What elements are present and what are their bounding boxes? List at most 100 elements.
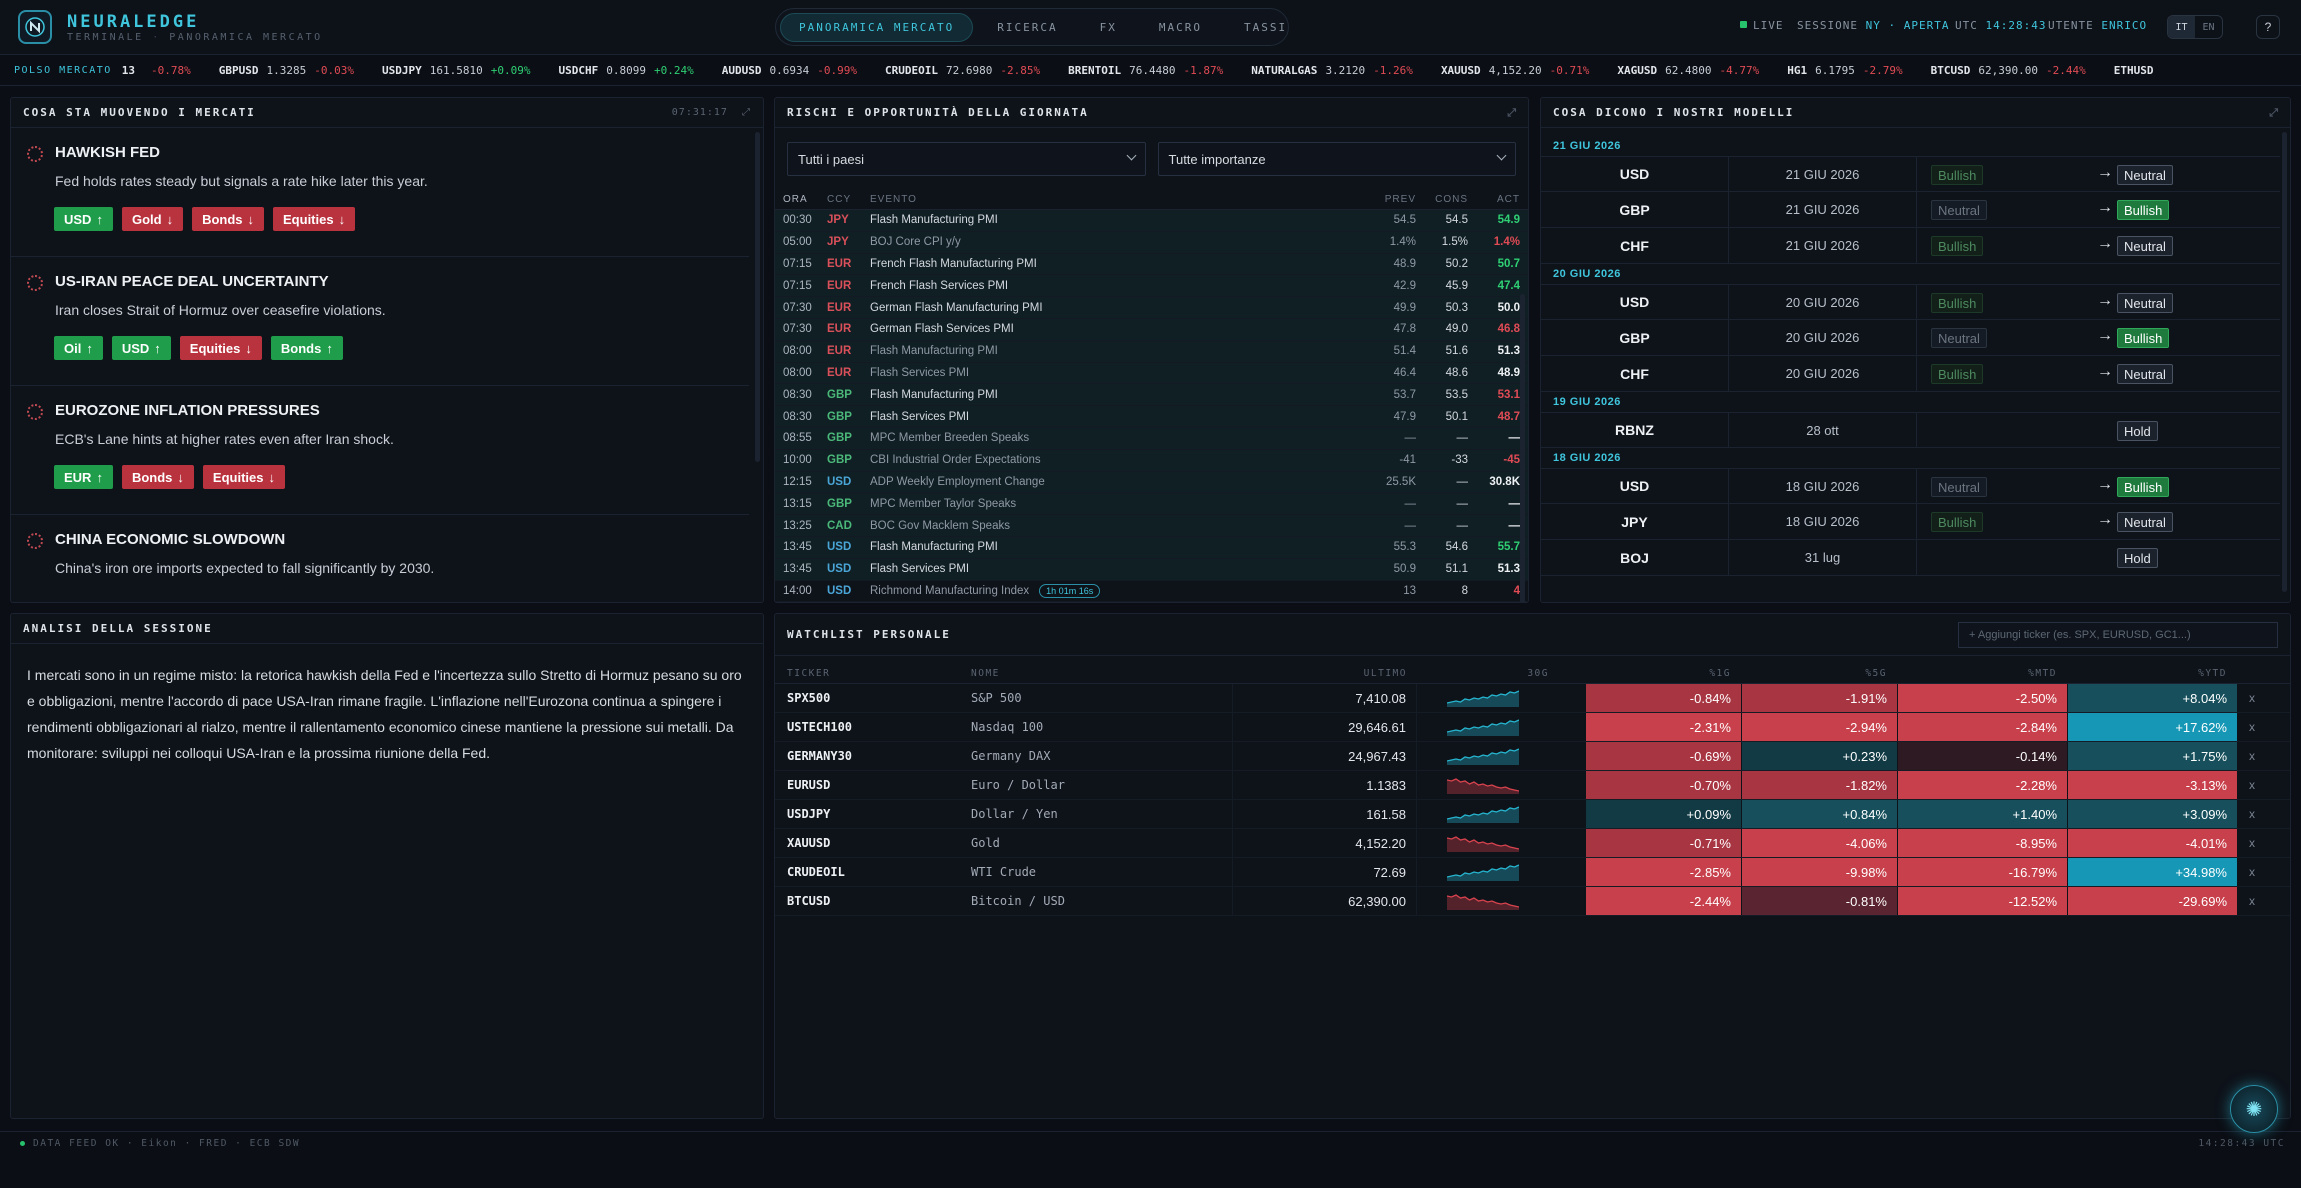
importance-filter[interactable]: Tutte importanze xyxy=(1157,142,1516,176)
expand-icon[interactable]: ⤢ xyxy=(1507,106,1518,119)
ticker-item[interactable]: BRENTOIL 76.4480 -1.87% xyxy=(1068,64,1223,77)
remove-icon[interactable]: x xyxy=(2249,865,2255,879)
watchlist-row[interactable]: XAUUSD Gold 4,152.20 -0.71% -4.06% -8.95% -4.0… xyxy=(775,829,2290,858)
lang-en[interactable]: EN xyxy=(2202,21,2215,33)
ticker-item[interactable]: 13 -0.78% xyxy=(122,64,191,77)
mover-item[interactable]: CHINA ECONOMIC SLOWDOWN China's iron ore … xyxy=(11,515,749,602)
event-time: 14:00 xyxy=(783,584,812,597)
impact-chip[interactable]: Gold ↓ xyxy=(121,207,184,231)
ticker-item[interactable]: CRUDEOIL 72.6980 -2.85% xyxy=(885,64,1040,77)
remove-icon[interactable]: x xyxy=(2249,691,2255,705)
calendar-row[interactable]: 08:00 EUR Flash Services PMI 46.4 48.6 48.9 xyxy=(775,362,1528,385)
watchlist-row[interactable]: USDJPY Dollar / Yen 161.58 +0.09% +0.84% +1.4… xyxy=(775,800,2290,829)
mover-item[interactable]: HAWKISH FED Fed holds rates steady but si… xyxy=(11,128,749,257)
impact-chip[interactable]: Bonds ↑ xyxy=(270,336,343,360)
tab-fx[interactable]: FX xyxy=(1099,20,1117,34)
watchlist-row[interactable]: CRUDEOIL WTI Crude 72.69 -2.85% -9.98% -16.79… xyxy=(775,858,2290,887)
event-name: MPC Member Taylor Speaks xyxy=(870,498,1368,510)
assistant-fab-icon[interactable]: ✺ xyxy=(2230,1085,2278,1133)
tab-tassi[interactable]: TASSI xyxy=(1243,20,1288,34)
calendar-row[interactable]: 08:55 GBP MPC Member Breeden Speaks — — — xyxy=(775,427,1528,450)
tab-macro[interactable]: MACRO xyxy=(1158,20,1202,34)
impact-chip[interactable]: Bonds ↓ xyxy=(121,465,194,489)
ticker-item[interactable]: NATURALGAS 3.2120 -1.26% xyxy=(1251,64,1413,77)
model-row[interactable]: GBP 20 GIU 2026 Neutral → Bullish xyxy=(1541,320,2280,356)
watchlist-change-1d: -2.44% xyxy=(1586,887,1742,915)
chip-label: Equities xyxy=(212,469,264,485)
calendar-row[interactable]: 07:30 EUR German Flash Services PMI 47.8 49.… xyxy=(775,318,1528,341)
calendar-row[interactable]: 13:25 CAD BOC Gov Macklem Speaks — — — xyxy=(775,515,1528,537)
movers-scrollbar[interactable] xyxy=(755,132,760,462)
brand-name: NEURALEDGE xyxy=(67,12,200,32)
remove-icon[interactable]: x xyxy=(2249,720,2255,734)
model-row[interactable]: BOJ 31 lug Hold xyxy=(1541,540,2280,576)
mover-item[interactable]: US-IRAN PEACE DEAL UNCERTAINTY Iran close… xyxy=(11,257,749,386)
calendar-row[interactable]: 07:15 EUR French Flash Services PMI 42.9 45.… xyxy=(775,275,1528,298)
logo-icon[interactable] xyxy=(18,10,52,44)
calendar-row[interactable]: 13:15 GBP MPC Member Taylor Speaks — — — xyxy=(775,493,1528,516)
ticker-item[interactable]: GBPUSD 1.3285 -0.03% xyxy=(219,64,354,77)
remove-icon[interactable]: x xyxy=(2249,836,2255,850)
ticker-item[interactable]: HG1 6.1795 -2.79% xyxy=(1787,64,1902,77)
mover-item[interactable]: EUROZONE INFLATION PRESSURES ECB's Lane h… xyxy=(11,386,749,515)
ticker-item[interactable]: USDJPY 161.5810 +0.09% xyxy=(382,64,530,77)
ticker-item[interactable]: AUDUSD 0.6934 -0.99% xyxy=(722,64,857,77)
calendar-row[interactable]: 13:45 USD Flash Services PMI 50.9 51.1 51.3 xyxy=(775,558,1528,581)
add-ticker-input[interactable]: + Aggiungi ticker (es. SPX, EURUSD, GC1.… xyxy=(1958,622,2278,648)
model-row[interactable]: USD 21 GIU 2026 Bullish → Neutral xyxy=(1541,156,2280,192)
impact-chip[interactable]: Equities ↓ xyxy=(273,207,356,231)
event-prev: 46.4 xyxy=(1393,366,1416,379)
country-filter[interactable]: Tutti i paesi xyxy=(787,142,1146,176)
watchlist-row[interactable]: USTECH100 Nasdaq 100 29,646.61 -2.31% -2.94%… xyxy=(775,713,2290,742)
remove-icon[interactable]: x xyxy=(2249,778,2255,792)
watchlist-row[interactable]: GERMANY30 Germany DAX 24,967.43 -0.69% +0.23… xyxy=(775,742,2290,771)
calendar-row[interactable]: 08:00 EUR Flash Manufacturing PMI 51.4 51.6 5… xyxy=(775,340,1528,363)
ticker-item[interactable]: BTCUSD 62,390.00 -2.44% xyxy=(1931,64,2086,77)
event-time: 13:15 xyxy=(783,497,812,510)
remove-icon[interactable]: x xyxy=(2249,807,2255,821)
models-scrollbar[interactable] xyxy=(2282,132,2287,592)
impact-chip[interactable]: USD ↑ xyxy=(54,207,113,231)
calendar-row[interactable]: 07:30 EUR German Flash Manufacturing PMI 49… xyxy=(775,297,1528,319)
calendar-row[interactable]: 13:45 USD Flash Manufacturing PMI 55.3 54.6 5… xyxy=(775,536,1528,559)
model-row[interactable]: RBNZ 28 ott Hold xyxy=(1541,412,2280,448)
calendar-row[interactable]: 12:15 USD ADP Weekly Employment Change 25.5… xyxy=(775,471,1528,494)
model-row[interactable]: USD 18 GIU 2026 Neutral → Bullish xyxy=(1541,468,2280,504)
event-label: CBI Industrial Order Expectations xyxy=(870,454,1041,467)
model-row[interactable]: CHF 20 GIU 2026 Bullish → Neutral xyxy=(1541,356,2280,392)
language-toggle[interactable]: IT EN xyxy=(2167,15,2223,39)
remove-icon[interactable]: x xyxy=(2249,894,2255,908)
model-row[interactable]: GBP 21 GIU 2026 Neutral → Bullish xyxy=(1541,192,2280,228)
impact-chip[interactable]: Equities ↓ xyxy=(179,336,262,360)
help-button[interactable]: ? xyxy=(2256,15,2280,39)
impact-chip[interactable]: EUR ↑ xyxy=(54,465,113,489)
impact-chip[interactable]: USD ↑ xyxy=(111,336,171,360)
tab-panoramica[interactable]: PANORAMICA MERCATO xyxy=(780,12,974,42)
calendar-row[interactable]: 05:00 JPY BOJ Core CPI y/y 1.4% 1.5% 1.4% xyxy=(775,231,1528,254)
expand-icon[interactable]: ⤢ xyxy=(2269,106,2280,119)
calendar-row[interactable]: 08:30 GBP Flash Manufacturing PMI 53.7 53.5 5… xyxy=(775,384,1528,407)
calendar-row[interactable]: 08:30 GBP Flash Services PMI 47.9 50.1 48.7 xyxy=(775,406,1528,428)
ticker-item[interactable]: USDCHF 0.8099 +0.24% xyxy=(559,64,694,77)
watchlist-row[interactable]: BTCUSD Bitcoin / USD 62,390.00 -2.44% -0.81%… xyxy=(775,887,2290,916)
ticker-item[interactable]: XAUUSD 4,152.20 -0.71% xyxy=(1441,64,1589,77)
ticker-item[interactable]: XAGUSD 62.4800 -4.77% xyxy=(1617,64,1759,77)
watchlist-row[interactable]: EURUSD Euro / Dollar 1.1383 -0.70% -1.82% -2.… xyxy=(775,771,2290,800)
event-prev: 13 xyxy=(1403,584,1416,597)
impact-chip[interactable]: Bonds ↓ xyxy=(192,207,265,231)
calendar-scrollbar[interactable] xyxy=(1520,294,1525,602)
calendar-row[interactable]: 14:00 USD Richmond Manufacturing Index 1h 0… xyxy=(775,581,1528,602)
impact-chip[interactable]: Oil ↑ xyxy=(54,336,103,360)
calendar-row[interactable]: 00:30 JPY Flash Manufacturing PMI 54.5 54.5 5… xyxy=(775,210,1528,232)
calendar-row[interactable]: 07:15 EUR French Flash Manufacturing PMI 48… xyxy=(775,253,1528,276)
tab-ricerca[interactable]: RICERCA xyxy=(997,20,1058,34)
remove-icon[interactable]: x xyxy=(2249,749,2255,763)
lang-it[interactable]: IT xyxy=(2168,16,2195,38)
impact-chip[interactable]: Equities ↓ xyxy=(202,465,285,489)
model-row[interactable]: CHF 21 GIU 2026 Bullish → Neutral xyxy=(1541,228,2280,264)
model-row[interactable]: USD 20 GIU 2026 Bullish → Neutral xyxy=(1541,284,2280,320)
model-row[interactable]: JPY 18 GIU 2026 Bullish → Neutral xyxy=(1541,504,2280,540)
ticker-item[interactable]: ETHUSD xyxy=(2114,64,2170,77)
watchlist-row[interactable]: SPX500 S&P 500 7,410.08 -0.84% -1.91% -2.50% +… xyxy=(775,684,2290,713)
calendar-row[interactable]: 10:00 GBP CBI Industrial Order Expectation… xyxy=(775,449,1528,472)
